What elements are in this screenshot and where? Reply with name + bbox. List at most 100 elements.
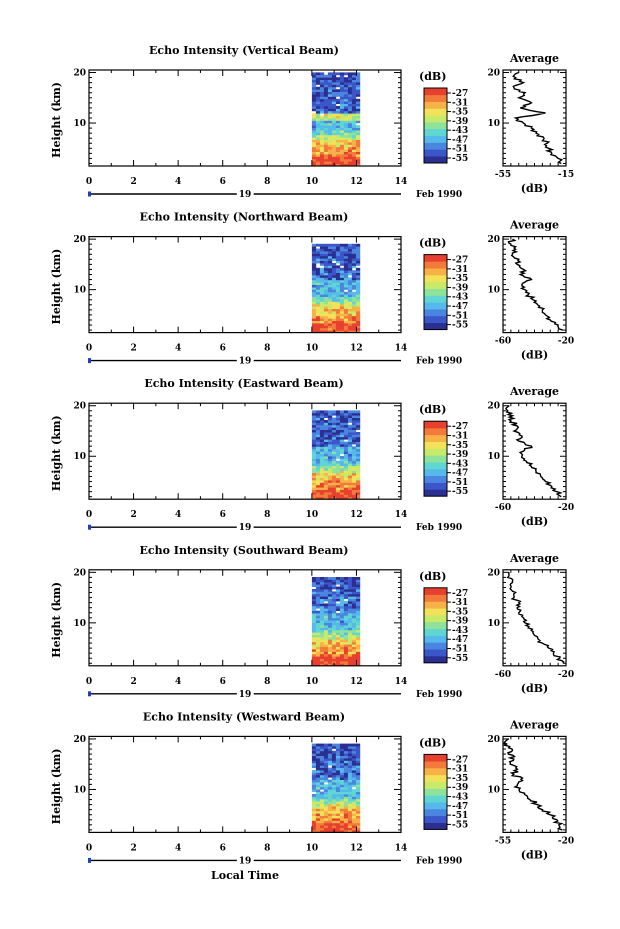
heatmap-cell (355, 472, 361, 476)
heatmap-cell (347, 255, 353, 259)
colorbar-segment (424, 774, 447, 782)
heatmap-cell (323, 118, 329, 121)
heatmap-cell (347, 661, 353, 664)
heatmap-cell (323, 299, 329, 302)
heatmap-cell (355, 243, 361, 247)
x-tick-label: 12 (350, 344, 363, 354)
heatmap-cell (355, 432, 361, 435)
heatmap-cell (351, 782, 357, 785)
heatmap-cell (323, 777, 329, 780)
heatmap-cell (319, 436, 325, 440)
heatmap-cell (315, 272, 321, 276)
heatmap-cell (331, 477, 337, 481)
heatmap-cell (343, 794, 349, 797)
heatmap-cell (355, 277, 361, 281)
heatmap-cell (355, 289, 361, 293)
heatmap-cell (331, 424, 337, 428)
colorbar-segment (424, 608, 447, 616)
heatmap-cell (327, 789, 333, 792)
heatmap-cell (331, 323, 337, 326)
colorbar-tick-label: -47 (452, 135, 468, 145)
heatmap-cell (355, 815, 361, 819)
heatmap-cell (319, 434, 325, 438)
heatmap-cell (355, 330, 361, 333)
heatmap-cell (355, 627, 361, 631)
heatmap-cell (327, 154, 333, 157)
heatmap-cell (311, 489, 317, 493)
heatmap-cell (315, 308, 321, 312)
heatmap-cell (323, 798, 329, 802)
heatmap-cell (311, 605, 317, 609)
heatmap-cell (343, 818, 349, 821)
heatmap-cell (351, 96, 357, 100)
x-tick-label: 2 (130, 843, 136, 853)
heatmap-cell (351, 453, 357, 457)
heatmap-cell (339, 579, 345, 583)
heatmap-cell (355, 255, 361, 259)
heatmap-cell (351, 661, 357, 664)
heatmap-cell (315, 484, 321, 488)
heatmap-cell (355, 139, 361, 143)
heatmap-cell (315, 603, 321, 607)
heatmap-cell (347, 451, 353, 454)
colorbar-segment (424, 468, 447, 477)
heatmap-cell (339, 468, 345, 471)
heatmap-cell (339, 325, 345, 329)
heatmap-cell (347, 765, 353, 768)
heatmap-cell (311, 113, 317, 116)
heatmap-cell (343, 151, 349, 155)
heatmap-cell (315, 277, 321, 281)
heatmap-cell (311, 661, 317, 664)
heatmap-cell (347, 641, 353, 645)
heatmap-cell (347, 622, 353, 626)
x-axis-label: Local Time (211, 869, 279, 882)
heatmap-cell (327, 253, 333, 257)
heatmap-cell (339, 272, 345, 276)
heatmap-cell (351, 743, 357, 747)
heatmap-cell (319, 299, 325, 302)
heatmap-cell (351, 634, 357, 638)
heatmap-cell (339, 142, 345, 145)
profile-y-tick-label: 10 (487, 619, 500, 629)
heatmap-cell (343, 436, 349, 440)
heatmap-cell (355, 291, 361, 295)
heatmap-cell (339, 144, 345, 148)
heatmap-cell (315, 646, 321, 650)
heatmap-cell (335, 287, 341, 290)
heatmap-cell (323, 294, 329, 297)
profile-line (507, 238, 564, 331)
heatmap-cell (327, 296, 333, 300)
heatmap-cell (315, 470, 321, 474)
heatmap-cell (319, 649, 325, 652)
heatmap-cell (311, 294, 317, 297)
heatmap-cell (315, 487, 321, 490)
heatmap-cell (351, 644, 357, 647)
heatmap-cell (343, 144, 349, 148)
heatmap-cell (311, 446, 317, 450)
heatmap-cell (331, 584, 337, 587)
heatmap-cell (355, 632, 361, 635)
heatmap-cell (319, 253, 325, 257)
heatmap-cell (339, 103, 345, 107)
heatmap-cell (355, 644, 361, 647)
heatmap-cell (351, 762, 357, 766)
heatmap-cell (327, 458, 333, 462)
heatmap-cell (311, 475, 317, 478)
day-label: 19 (239, 190, 252, 200)
heatmap-cell (315, 270, 321, 273)
heatmap-cell (327, 801, 333, 804)
heatmap-cell (335, 825, 341, 828)
heatmap-cell (311, 301, 317, 305)
heatmap-cell (319, 489, 325, 493)
heatmap-cell (327, 146, 333, 150)
x-tick-label: 6 (220, 677, 226, 687)
heatmap-cell (343, 591, 349, 595)
heatmap-cell (311, 72, 317, 76)
heatmap-cell (347, 130, 353, 133)
heatmap-cell (351, 772, 357, 776)
heatmap-cell (315, 758, 321, 761)
heatmap-cell (347, 803, 353, 807)
heatmap-cell (327, 825, 333, 828)
heatmap-cell (339, 492, 345, 495)
heatmap-cell (339, 263, 345, 266)
